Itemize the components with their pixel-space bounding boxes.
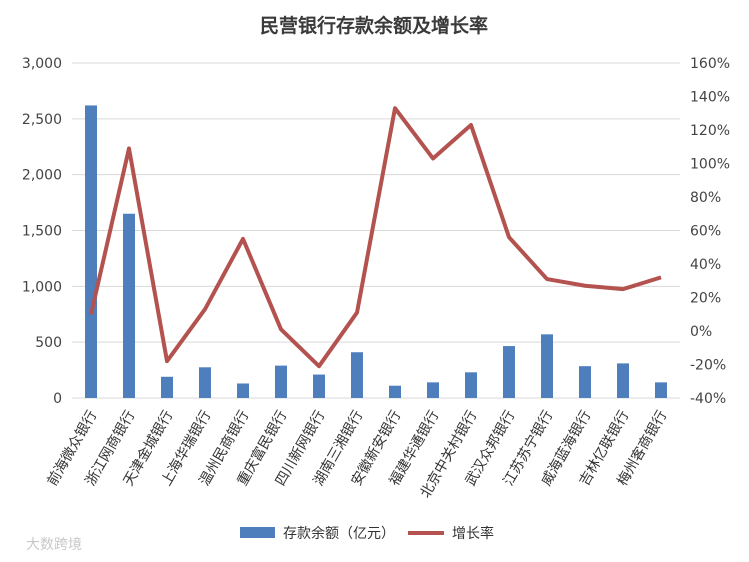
right-tick-label: 160% <box>690 56 730 72</box>
bar <box>199 367 211 398</box>
left-tick-label: 1,500 <box>22 224 62 240</box>
left-tick-label: 0 <box>53 391 62 407</box>
left-tick-label: 2,000 <box>22 168 62 184</box>
left-tick-label: 3,000 <box>22 56 62 72</box>
bar <box>465 372 477 398</box>
bar <box>237 383 249 398</box>
right-tick-label: 140% <box>690 90 730 106</box>
left-axis-ticks: 0 500 1,000 1,500 2,000 2,500 3,000 <box>22 56 62 407</box>
bar <box>389 385 401 398</box>
left-tick-label: 500 <box>35 335 62 351</box>
legend-line-label: 增长率 <box>452 525 494 542</box>
right-tick-label: -40% <box>690 391 726 407</box>
growth-rate-line <box>89 106 662 369</box>
right-axis-ticks: -40% -20% 0% 20% 40% 60% 80% 100% 120% 140% 160% <box>690 56 730 407</box>
legend-bar-swatch <box>240 527 275 538</box>
bar <box>541 334 553 398</box>
watermark-text: 大数跨境 <box>26 537 82 553</box>
bar <box>655 382 667 398</box>
right-tick-label: 120% <box>690 123 730 139</box>
bar <box>85 105 97 398</box>
right-tick-label: -20% <box>690 358 726 374</box>
growth-line <box>89 106 662 369</box>
bar <box>313 374 325 398</box>
bar <box>161 376 173 398</box>
category-labels: 前海微众银行浙江网商银行天津金城银行上海华瑞银行温州民商银行重庆富民银行四川新网… <box>44 408 671 501</box>
bar <box>503 346 515 398</box>
bar <box>617 363 629 398</box>
right-tick-label: 100% <box>690 157 730 173</box>
left-tick-label: 1,000 <box>22 279 62 295</box>
bar <box>123 213 135 398</box>
bar <box>427 382 439 398</box>
bar <box>351 352 363 398</box>
right-tick-label: 60% <box>690 224 721 240</box>
legend: 存款余额（亿元） 增长率 <box>240 525 494 542</box>
bar <box>579 366 591 398</box>
right-tick-label: 80% <box>690 190 721 206</box>
chart-title: 民营银行存款余额及增长率 <box>260 14 488 37</box>
bar <box>275 365 287 398</box>
right-tick-label: 0% <box>690 324 712 340</box>
gridlines <box>72 62 680 399</box>
right-tick-label: 40% <box>690 257 721 273</box>
right-tick-label: 20% <box>690 291 721 307</box>
legend-bar-label: 存款余额（亿元） <box>283 525 395 542</box>
left-tick-label: 2,500 <box>22 112 62 128</box>
deposit-bars <box>85 105 667 398</box>
